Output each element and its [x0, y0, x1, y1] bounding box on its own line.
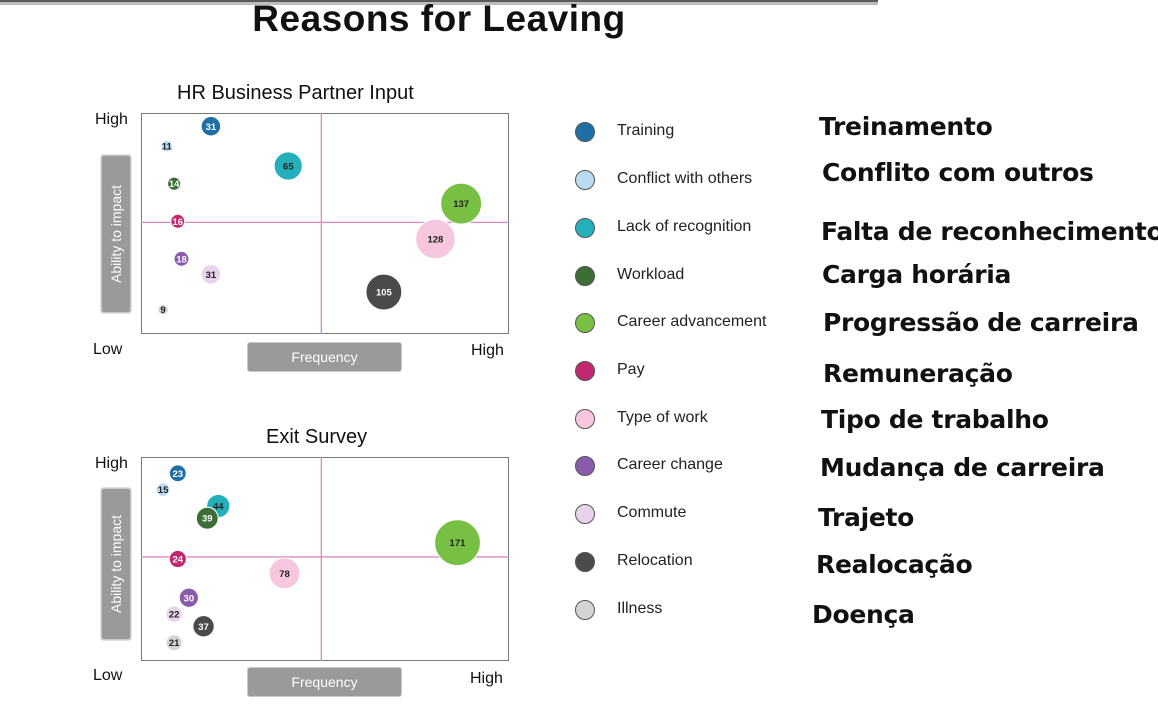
- translation-label: Progressão de carreira: [823, 308, 1139, 337]
- legend-label: Commute: [617, 504, 687, 521]
- bubble-lack-of-recognition: [273, 151, 303, 181]
- legend-label: Lack of recognition: [617, 218, 752, 235]
- legend-label: Conflict with others: [617, 170, 753, 187]
- bubble-career-change: [178, 587, 199, 608]
- bubble-value-label: 23: [173, 469, 184, 480]
- bubble-value-label: 39: [202, 514, 213, 525]
- bubble-relocation: [365, 273, 403, 311]
- legend-label: Relocation: [617, 552, 693, 569]
- x-axis-label-hr: Frequency: [247, 342, 402, 372]
- bubble-value-label: 128: [427, 234, 443, 245]
- bubble-value-label: 24: [173, 555, 184, 566]
- bubble-workload: [195, 506, 219, 530]
- plot-area-hr: [141, 113, 509, 334]
- translation-label: Trajeto: [818, 503, 915, 532]
- legend-marker: [575, 600, 595, 620]
- legend-marker: [575, 122, 595, 142]
- bubble-value-label: 65: [283, 162, 294, 173]
- bubble-value-label: 16: [173, 217, 184, 228]
- bubble-pay: [170, 213, 186, 229]
- bubble-value-label: 15: [158, 485, 169, 496]
- legend-marker: [575, 504, 595, 524]
- translation-label: Realocação: [816, 550, 973, 579]
- legend-marker: [575, 409, 595, 429]
- legend-label: Career advancement: [617, 313, 767, 330]
- legend-marker: [575, 361, 595, 381]
- x-high-label-hr: High: [471, 342, 504, 359]
- bubble-commute: [200, 264, 222, 285]
- translation-label: Tipo de trabalho: [821, 405, 1049, 434]
- translation-label: Treinamento: [819, 112, 993, 141]
- bubble-value-label: 37: [198, 622, 209, 633]
- bubble-relocation: [192, 615, 215, 638]
- translation-label: Carga horária: [822, 260, 1012, 289]
- chart-title-hr: HR Business Partner Input: [177, 82, 414, 104]
- bubble-conflict-with-others: [155, 482, 171, 497]
- y-high-label-hr: High: [95, 111, 128, 128]
- legend-marker: [575, 266, 595, 286]
- chart-title-exit: Exit Survey: [266, 426, 368, 448]
- plot-area-exit: [141, 457, 509, 661]
- legend-label: Pay: [617, 361, 645, 378]
- x-axis-label-exit: Frequency: [247, 667, 402, 697]
- bubble-value-label: 78: [279, 569, 290, 580]
- x-low-label-exit: Low: [93, 667, 123, 684]
- bubble-workload: [167, 176, 182, 191]
- bubble-value-label: 22: [169, 610, 180, 621]
- bubble-training: [200, 116, 222, 137]
- legend-marker: [575, 456, 595, 476]
- bubble-value-label: 31: [206, 122, 217, 133]
- bubble-career-change: [173, 250, 190, 267]
- legend-label: Training: [617, 122, 675, 139]
- x-high-label-exit: High: [470, 670, 503, 687]
- y-axis-label-exit: Ability to impact: [101, 488, 131, 640]
- bubble-value-label: 44: [213, 501, 224, 512]
- translation-label: Doença: [812, 600, 915, 629]
- bubble-commute: [165, 605, 183, 623]
- translation-label: Mudança de carreira: [820, 453, 1105, 482]
- bubble-value-label: 21: [169, 638, 180, 649]
- bubble-training: [168, 464, 187, 483]
- bubble-type-of-work: [268, 557, 301, 590]
- bubble-value-label: 30: [184, 593, 195, 604]
- bubble-value-label: 105: [376, 288, 393, 299]
- bubble-value-label: 11: [162, 142, 173, 153]
- bubble-value-label: 171: [450, 538, 467, 549]
- y-axis-label-text-exit: Ability to impact: [108, 514, 124, 614]
- bubble-illness: [157, 303, 169, 316]
- y-high-label-exit: High: [95, 455, 128, 472]
- translation-label: Falta de reconhecimento: [821, 217, 1158, 246]
- bubble-career-advancement: [434, 519, 481, 567]
- bubble-value-label: 31: [206, 270, 217, 281]
- translation-label: Remuneração: [823, 359, 1013, 388]
- bubble-career-advancement: [440, 182, 483, 225]
- top-rule: [0, 0, 878, 2]
- bubble-value-label: 14: [169, 179, 180, 190]
- bubble-pay: [168, 549, 187, 569]
- legend-label: Workload: [617, 266, 685, 283]
- bubble-value-label: 18: [176, 254, 187, 265]
- bubble-type-of-work: [415, 218, 456, 260]
- y-axis-label-hr: Ability to impact: [101, 155, 131, 313]
- legend-label: Illness: [617, 600, 663, 617]
- bubble-value-label: 137: [453, 199, 469, 210]
- legend-marker: [575, 313, 595, 333]
- bubble-value-label: 9: [160, 305, 165, 316]
- translation-label: Conflito com outros: [822, 158, 1094, 187]
- y-axis-label-text-hr: Ability to impact: [108, 184, 124, 284]
- legend-label: Type of work: [617, 409, 708, 426]
- bubble-illness: [165, 634, 183, 652]
- page-title: Reasons for Leaving: [252, 0, 626, 39]
- bubble-conflict-with-others: [160, 139, 174, 153]
- legend-label: Career change: [617, 456, 723, 473]
- bubble-plot-hr: 31 11 65 14 137 16 128 18 31 105 9: [141, 113, 509, 334]
- legend-marker: [575, 170, 595, 190]
- legend-marker: [575, 218, 595, 238]
- legend-marker: [575, 552, 595, 572]
- top-rule-shadow: [0, 2, 878, 5]
- x-low-label-hr: Low: [93, 341, 123, 358]
